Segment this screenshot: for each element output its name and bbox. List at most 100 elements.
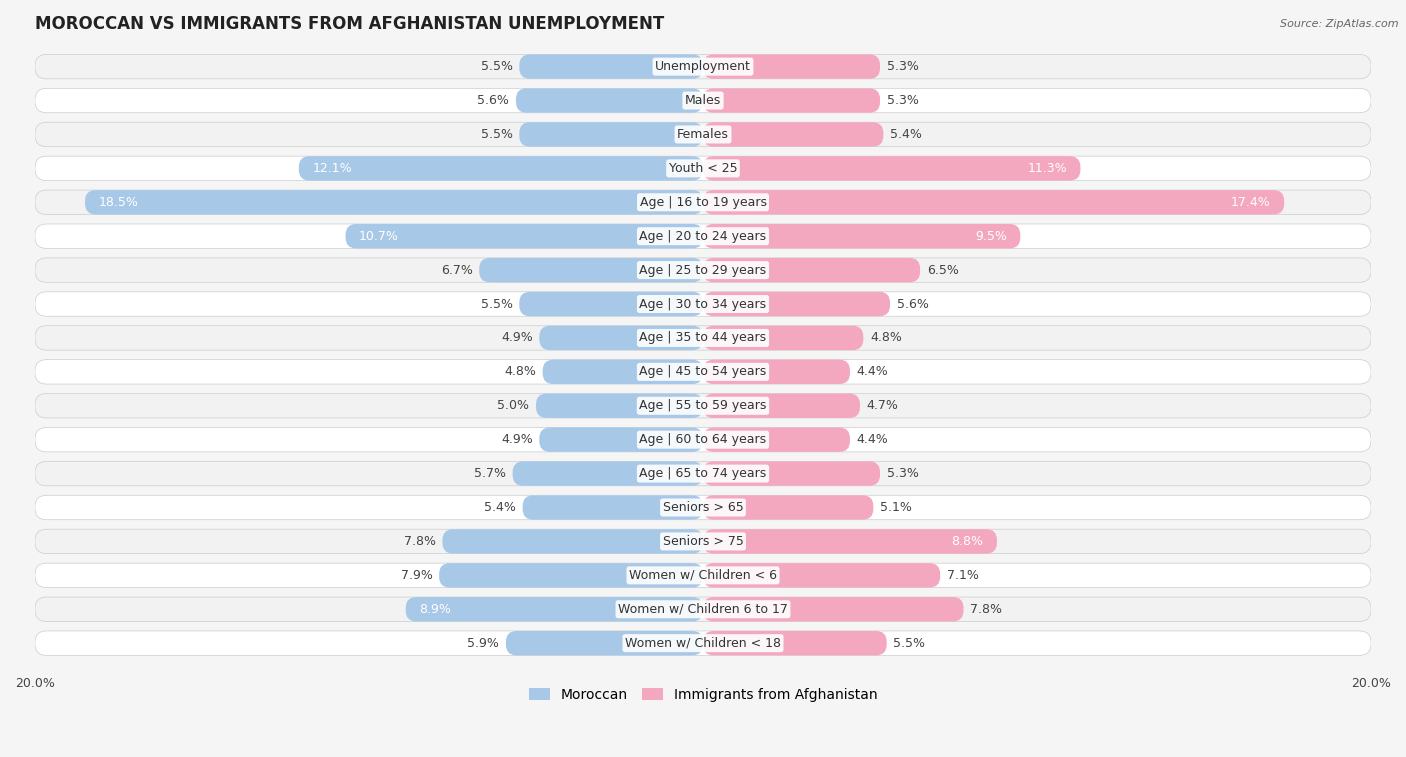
- Text: Women w/ Children < 18: Women w/ Children < 18: [626, 637, 780, 650]
- FancyBboxPatch shape: [35, 495, 1371, 520]
- FancyBboxPatch shape: [35, 360, 1371, 384]
- FancyBboxPatch shape: [35, 563, 1371, 587]
- FancyBboxPatch shape: [703, 428, 851, 452]
- Text: 7.8%: 7.8%: [970, 603, 1002, 615]
- Text: Age | 16 to 19 years: Age | 16 to 19 years: [640, 196, 766, 209]
- Text: 5.4%: 5.4%: [890, 128, 922, 141]
- Text: 12.1%: 12.1%: [312, 162, 352, 175]
- Text: Age | 65 to 74 years: Age | 65 to 74 years: [640, 467, 766, 480]
- FancyBboxPatch shape: [703, 55, 880, 79]
- Text: Seniors > 75: Seniors > 75: [662, 535, 744, 548]
- Text: Age | 55 to 59 years: Age | 55 to 59 years: [640, 399, 766, 413]
- FancyBboxPatch shape: [506, 631, 703, 656]
- Text: 5.5%: 5.5%: [481, 60, 513, 73]
- Text: 4.4%: 4.4%: [856, 433, 889, 446]
- FancyBboxPatch shape: [703, 224, 1021, 248]
- Text: 7.1%: 7.1%: [946, 569, 979, 582]
- Text: 4.9%: 4.9%: [501, 433, 533, 446]
- Text: 6.5%: 6.5%: [927, 263, 959, 276]
- FancyBboxPatch shape: [443, 529, 703, 553]
- Text: Age | 25 to 29 years: Age | 25 to 29 years: [640, 263, 766, 276]
- Text: Males: Males: [685, 94, 721, 107]
- FancyBboxPatch shape: [703, 495, 873, 520]
- FancyBboxPatch shape: [479, 258, 703, 282]
- Text: Age | 20 to 24 years: Age | 20 to 24 years: [640, 229, 766, 243]
- FancyBboxPatch shape: [703, 563, 941, 587]
- Text: 4.9%: 4.9%: [501, 332, 533, 344]
- FancyBboxPatch shape: [84, 190, 703, 214]
- Text: 5.5%: 5.5%: [893, 637, 925, 650]
- FancyBboxPatch shape: [35, 89, 1371, 113]
- Text: 9.5%: 9.5%: [976, 229, 1007, 243]
- FancyBboxPatch shape: [35, 597, 1371, 621]
- Text: 17.4%: 17.4%: [1232, 196, 1271, 209]
- Text: 5.5%: 5.5%: [481, 298, 513, 310]
- FancyBboxPatch shape: [35, 55, 1371, 79]
- Text: 10.7%: 10.7%: [359, 229, 399, 243]
- Text: 5.3%: 5.3%: [887, 60, 918, 73]
- Text: Women w/ Children < 6: Women w/ Children < 6: [628, 569, 778, 582]
- Legend: Moroccan, Immigrants from Afghanistan: Moroccan, Immigrants from Afghanistan: [523, 682, 883, 707]
- FancyBboxPatch shape: [703, 89, 880, 113]
- FancyBboxPatch shape: [35, 190, 1371, 214]
- Text: 5.7%: 5.7%: [474, 467, 506, 480]
- FancyBboxPatch shape: [513, 461, 703, 486]
- Text: 4.8%: 4.8%: [505, 366, 536, 378]
- FancyBboxPatch shape: [35, 529, 1371, 553]
- FancyBboxPatch shape: [35, 461, 1371, 486]
- FancyBboxPatch shape: [35, 224, 1371, 248]
- Text: Women w/ Children 6 to 17: Women w/ Children 6 to 17: [619, 603, 787, 615]
- Text: Source: ZipAtlas.com: Source: ZipAtlas.com: [1281, 19, 1399, 29]
- Text: Females: Females: [678, 128, 728, 141]
- FancyBboxPatch shape: [703, 529, 997, 553]
- Text: 6.7%: 6.7%: [440, 263, 472, 276]
- FancyBboxPatch shape: [543, 360, 703, 384]
- FancyBboxPatch shape: [703, 597, 963, 621]
- Text: 5.6%: 5.6%: [897, 298, 928, 310]
- Text: 5.5%: 5.5%: [481, 128, 513, 141]
- Text: Age | 60 to 64 years: Age | 60 to 64 years: [640, 433, 766, 446]
- Text: Youth < 25: Youth < 25: [669, 162, 737, 175]
- FancyBboxPatch shape: [519, 55, 703, 79]
- Text: 5.1%: 5.1%: [880, 501, 912, 514]
- Text: 5.6%: 5.6%: [478, 94, 509, 107]
- Text: Age | 30 to 34 years: Age | 30 to 34 years: [640, 298, 766, 310]
- Text: 5.4%: 5.4%: [484, 501, 516, 514]
- Text: 7.8%: 7.8%: [404, 535, 436, 548]
- FancyBboxPatch shape: [35, 326, 1371, 350]
- Text: Seniors > 65: Seniors > 65: [662, 501, 744, 514]
- FancyBboxPatch shape: [703, 122, 883, 147]
- FancyBboxPatch shape: [536, 394, 703, 418]
- Text: 5.3%: 5.3%: [887, 467, 918, 480]
- Text: 8.9%: 8.9%: [419, 603, 451, 615]
- Text: Age | 35 to 44 years: Age | 35 to 44 years: [640, 332, 766, 344]
- Text: 18.5%: 18.5%: [98, 196, 138, 209]
- FancyBboxPatch shape: [703, 631, 887, 656]
- Text: 4.8%: 4.8%: [870, 332, 901, 344]
- Text: 7.9%: 7.9%: [401, 569, 433, 582]
- FancyBboxPatch shape: [35, 122, 1371, 147]
- FancyBboxPatch shape: [703, 291, 890, 316]
- FancyBboxPatch shape: [703, 394, 860, 418]
- FancyBboxPatch shape: [523, 495, 703, 520]
- FancyBboxPatch shape: [540, 326, 703, 350]
- FancyBboxPatch shape: [35, 258, 1371, 282]
- FancyBboxPatch shape: [703, 360, 851, 384]
- FancyBboxPatch shape: [703, 258, 920, 282]
- FancyBboxPatch shape: [540, 428, 703, 452]
- Text: 11.3%: 11.3%: [1028, 162, 1067, 175]
- FancyBboxPatch shape: [519, 291, 703, 316]
- FancyBboxPatch shape: [439, 563, 703, 587]
- Text: 4.7%: 4.7%: [866, 399, 898, 413]
- FancyBboxPatch shape: [35, 428, 1371, 452]
- FancyBboxPatch shape: [35, 394, 1371, 418]
- FancyBboxPatch shape: [299, 156, 703, 181]
- FancyBboxPatch shape: [346, 224, 703, 248]
- Text: 8.8%: 8.8%: [952, 535, 984, 548]
- Text: 5.3%: 5.3%: [887, 94, 918, 107]
- FancyBboxPatch shape: [703, 156, 1080, 181]
- FancyBboxPatch shape: [703, 190, 1284, 214]
- FancyBboxPatch shape: [35, 631, 1371, 656]
- Text: 4.4%: 4.4%: [856, 366, 889, 378]
- Text: 5.9%: 5.9%: [467, 637, 499, 650]
